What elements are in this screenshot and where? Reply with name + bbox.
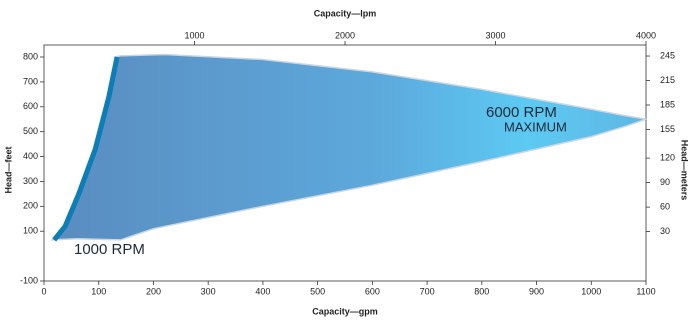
y2-tick-label: 30 — [660, 226, 670, 236]
x-tick-label: 300 — [201, 286, 216, 296]
y2-tick-label: 120 — [660, 152, 675, 162]
x-tick-label: 200 — [146, 286, 161, 296]
y-tick-label: 300 — [23, 176, 38, 186]
x-tick-label: 0 — [41, 286, 46, 296]
x2-tick-label: 4000 — [636, 30, 656, 40]
x-tick-label: 1000 — [581, 286, 601, 296]
x2-tick-label: 1000 — [184, 30, 204, 40]
y-tick-label: 200 — [23, 201, 38, 211]
x-tick-label: 900 — [529, 286, 544, 296]
x2-tick-label: 3000 — [485, 30, 505, 40]
x-tick-label: 600 — [365, 286, 380, 296]
y2-tick-label: 185 — [660, 99, 675, 109]
y-tick-label: 700 — [23, 76, 38, 86]
y2-tick-label: 245 — [660, 50, 675, 60]
y-tick-label: 400 — [23, 151, 38, 161]
y-tick-label: 800 — [23, 51, 38, 61]
annotation: 6000 RPM — [486, 104, 557, 121]
y2-tick-label: 60 — [660, 201, 670, 211]
y-axis-title: Head—feet — [3, 146, 13, 193]
x2-axis-title: Capacity—lpm — [314, 8, 377, 18]
y2-tick-label: 215 — [660, 75, 675, 85]
y-tick-label: -100 — [20, 275, 38, 285]
marks — [50, 53, 647, 242]
x-tick-label: 800 — [474, 286, 489, 296]
x-tick-label: 1100 — [636, 286, 655, 296]
y-tick-label: 100 — [23, 226, 38, 236]
envelope — [50, 53, 647, 241]
annotation: 1000 RPM — [74, 241, 145, 258]
x-tick-label: 700 — [420, 286, 435, 296]
x-tick-label: 500 — [310, 286, 325, 296]
y-tick-label: 500 — [23, 126, 38, 136]
y2-tick-label: 90 — [660, 177, 670, 187]
x-tick-label: 400 — [255, 286, 270, 296]
rpm-1000-edge — [52, 56, 120, 242]
y-tick-label: 600 — [23, 101, 38, 111]
x-axis-title: Capacity—gpm — [312, 306, 378, 316]
y2-tick-label: 155 — [660, 124, 675, 134]
x-tick-label: 100 — [91, 286, 106, 296]
x2-tick-label: 2000 — [335, 30, 355, 40]
annotation: MAXIMUM — [504, 119, 567, 134]
y2-axis-title: Head—meters — [680, 140, 689, 201]
